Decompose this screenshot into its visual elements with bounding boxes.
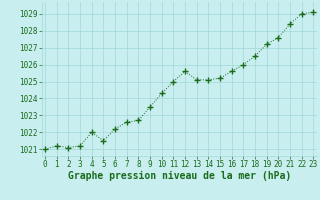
X-axis label: Graphe pression niveau de la mer (hPa): Graphe pression niveau de la mer (hPa) <box>68 171 291 181</box>
